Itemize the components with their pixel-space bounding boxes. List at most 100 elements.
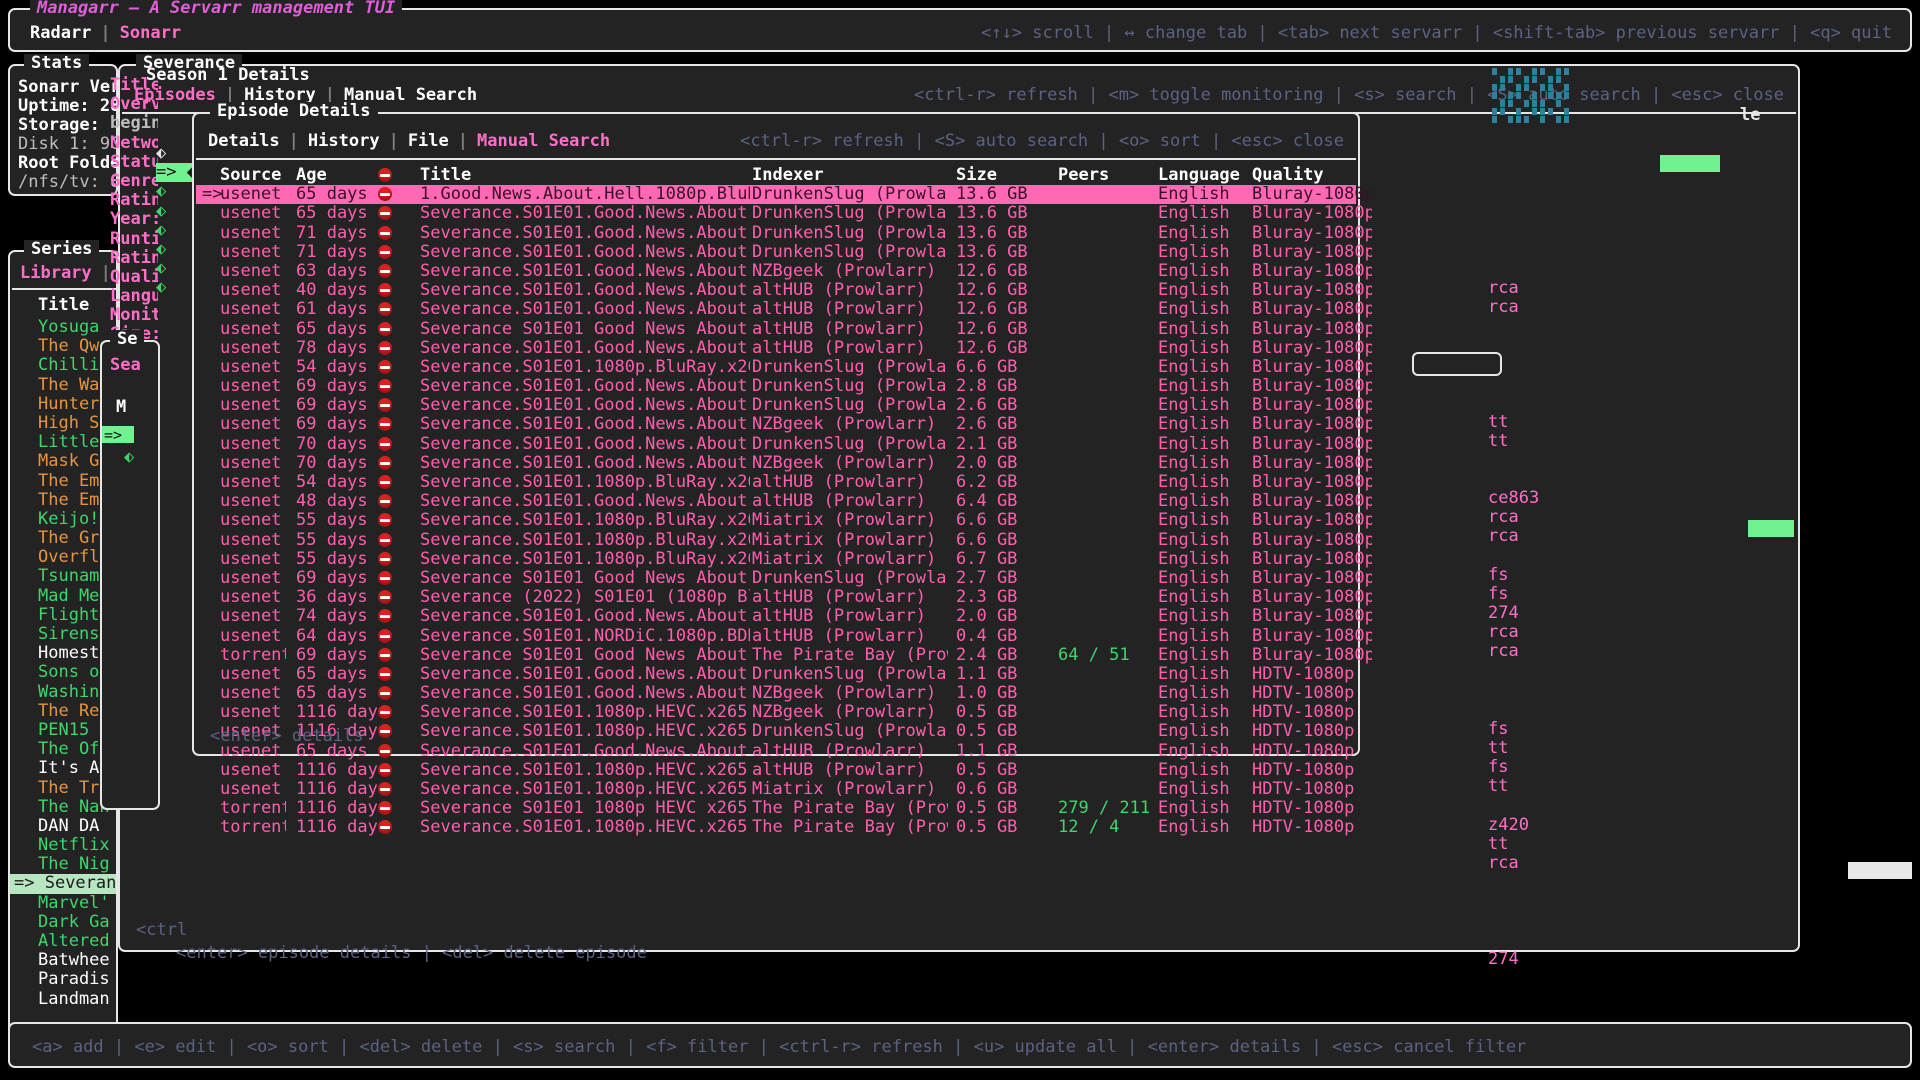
minipanel-tab-season[interactable]: Sea <box>110 355 141 375</box>
decorative-dot <box>1492 84 1497 91</box>
table-row[interactable]: torrent 1116 days Severance S01E01 1080p H… <box>196 799 1356 818</box>
table-row[interactable]: usenet 65 days Severance.S01E01.Good.News.… <box>196 684 1356 703</box>
episode-monitor-row[interactable]: => ⬖ <box>156 163 202 183</box>
series-list-item[interactable]: Netflix <box>10 836 116 855</box>
episode-monitor-row[interactable]: ⬖ <box>156 239 202 259</box>
series-list-item[interactable]: Overflo <box>10 548 116 567</box>
series-list-item[interactable]: Chillin <box>10 356 116 375</box>
episode-monitor-row[interactable]: ⬖ <box>156 220 202 240</box>
series-list-item[interactable]: High Sc <box>10 414 116 433</box>
series-list-item[interactable]: Landman <box>10 990 116 1009</box>
series-list-item[interactable]: Paradis <box>10 970 116 989</box>
reject-icon-glyph <box>378 168 392 182</box>
series-list[interactable]: Yosuga The Qwa Chillin The Way Hunter High Sc… <box>10 318 116 1009</box>
table-row[interactable]: usenet 55 days Severance.S01E01.1080p.BluR… <box>196 531 1372 550</box>
cell-title: Severance S01E01 Good News About Hell 10… <box>420 319 750 339</box>
table-row[interactable]: usenet 64 days Severance.S01E01.NORDiC.108… <box>196 627 1372 646</box>
table-row[interactable]: usenet 1116 days Severance.S01E01.1080p.HE… <box>196 703 1356 722</box>
series-list-item[interactable]: Keijo!! <box>10 510 116 529</box>
series-list-item[interactable]: The Gri <box>10 529 116 548</box>
table-row[interactable]: torrent 69 days Severance S01E01 Good News… <box>196 646 1372 665</box>
tab-radarr[interactable]: Radarr <box>30 23 92 43</box>
tab-library[interactable]: Library <box>20 263 92 283</box>
series-list-item[interactable]: The Qwa <box>10 337 116 356</box>
table-row[interactable]: usenet 70 days Severance.S01E01.Good.News.… <box>196 454 1372 473</box>
tab-episodes[interactable]: Episodes <box>134 85 216 105</box>
series-list-item[interactable]: Tsunami <box>10 567 116 586</box>
table-row[interactable]: usenet 65 days Severance.S01E01.Good.News.… <box>196 665 1356 684</box>
episode-monitor-row[interactable]: ⬖ <box>156 201 202 221</box>
series-list-item[interactable]: Flight <box>10 606 116 625</box>
table-row[interactable]: usenet 61 days Severance.S01E01.Good.News.… <box>196 300 1372 319</box>
table-row[interactable]: torrent 1116 days Severance.S01E01.1080p.H… <box>196 818 1356 837</box>
series-list-item[interactable]: PEN15 <box>10 721 116 740</box>
series-list-item[interactable]: The Emp <box>10 472 116 491</box>
episode-monitor-row[interactable]: ⬖ <box>156 259 202 278</box>
table-row[interactable]: usenet 65 days Severance.S01E01.Good.News.… <box>196 742 1356 761</box>
series-list-item[interactable]: The Rev <box>10 702 116 721</box>
series-list-item[interactable]: The Tra <box>10 779 116 798</box>
cell-indexer: altHUB (Prowlarr) <box>752 319 926 339</box>
tab-file[interactable]: File <box>407 131 449 151</box>
table-row[interactable]: usenet 69 days Severance S01E01 Good News … <box>196 569 1372 588</box>
series-list-item[interactable]: Mask Gi <box>10 452 116 471</box>
series-list-item[interactable]: The Way <box>10 376 116 395</box>
release-results-table[interactable]: Source Age Title Indexer Size Peers Language Qu… <box>196 166 1372 838</box>
tab-manual-search[interactable]: Manual Search <box>344 85 478 105</box>
series-list-item[interactable]: => Severan <box>10 874 116 894</box>
tab-ep-manual-search[interactable]: Manual Search <box>477 131 611 151</box>
table-row[interactable]: usenet 71 days Severance.S01E01.Good.News.… <box>196 224 1372 243</box>
table-row[interactable]: usenet 69 days Severance.S01E01.Good.News.… <box>196 377 1372 396</box>
table-row[interactable]: usenet 71 days Severance.S01E01.Good.News.… <box>196 243 1372 262</box>
minipanel-selected-row[interactable]: => <box>102 426 134 444</box>
series-list-item[interactable]: Hunter <box>10 395 116 414</box>
table-row[interactable]: usenet 1116 days Severance.S01E01.1080p.HE… <box>196 722 1356 741</box>
series-list-item[interactable]: Sirens <box>10 625 116 644</box>
table-row[interactable]: usenet 55 days Severance.S01E01.1080p.BluR… <box>196 511 1372 530</box>
series-list-item[interactable]: DAN DA <box>10 817 116 836</box>
series-list-item[interactable]: Batwhee <box>10 951 116 970</box>
series-list-item-label: Severan <box>44 874 116 894</box>
series-list-item[interactable]: The Nig <box>10 855 116 874</box>
table-row[interactable]: usenet 54 days Severance.S01E01.1080p.BluR… <box>196 473 1372 492</box>
table-row[interactable]: usenet 65 days Severance.S01E01.Good.News.… <box>196 204 1372 223</box>
series-list-item[interactable]: The Nan <box>10 798 116 817</box>
table-row[interactable]: usenet 1116 days Severance.S01E01.1080p.HE… <box>196 780 1356 799</box>
series-list-item[interactable]: Dark Ga <box>10 913 116 932</box>
table-row[interactable]: => usenet 65 days 1.Good.News.About.Hell.10… <box>196 185 1372 205</box>
series-list-item[interactable]: Little <box>10 433 116 452</box>
table-row[interactable]: usenet 70 days Severance.S01E01.Good.News.… <box>196 435 1372 454</box>
tab-ep-history[interactable]: History <box>307 131 380 151</box>
table-row[interactable]: usenet 40 days Severance.S01E01.Good.News.… <box>196 281 1372 300</box>
series-list-item[interactable]: It's Al <box>10 759 116 778</box>
series-list-item[interactable]: Mad Men <box>10 587 116 606</box>
episode-monitor-row[interactable]: ⬖ <box>156 278 202 297</box>
series-list-item[interactable]: Yosuga <box>10 318 116 337</box>
table-row[interactable]: usenet 54 days Severance.S01E01.1080p.BluR… <box>196 358 1372 377</box>
table-row[interactable]: usenet 69 days Severance.S01E01.Good.News.… <box>196 415 1372 434</box>
episode-monitor-row[interactable]: ⬖ <box>156 143 202 163</box>
series-list-item[interactable]: Homeste <box>10 644 116 663</box>
table-row[interactable]: usenet 36 days Severance (2022) S01E01 (10… <box>196 588 1372 607</box>
series-list-item[interactable]: Washing <box>10 683 116 702</box>
table-row[interactable]: usenet 55 days Severance.S01E01.1080p.BluR… <box>196 550 1372 569</box>
table-row[interactable]: usenet 63 days Severance.S01E01.Good.News.… <box>196 262 1372 281</box>
episode-monitor-row[interactable]: ⬖ <box>156 182 202 201</box>
table-row[interactable]: usenet 74 days Severance.S01E01.Good.News.… <box>196 607 1372 626</box>
series-list-item[interactable]: The Emp <box>10 491 116 510</box>
tab-history[interactable]: History <box>244 85 316 105</box>
series-list-item[interactable]: Marvel' <box>10 894 116 913</box>
series-list-item[interactable]: The Off <box>10 740 116 759</box>
decorative-dot <box>1500 76 1505 83</box>
table-row[interactable]: usenet 78 days Severance.S01E01.Good.News.… <box>196 339 1372 358</box>
table-row[interactable]: usenet 69 days Severance.S01E01.Good.News.… <box>196 396 1372 415</box>
table-row[interactable]: usenet 48 days Severance.S01E01.Good.News.… <box>196 492 1372 511</box>
cell-source: usenet <box>220 319 282 339</box>
series-list-item[interactable]: Altered <box>10 932 116 951</box>
table-row[interactable]: usenet 1116 days Severance.S01E01.1080p.HE… <box>196 761 1356 780</box>
series-list-item[interactable]: Sons of <box>10 663 116 682</box>
tab-sonarr[interactable]: Sonarr <box>119 23 182 43</box>
decorative-dot <box>1500 108 1505 115</box>
table-row[interactable]: usenet 65 days Severance S01E01 Good News … <box>196 319 1372 339</box>
tab-details[interactable]: Details <box>208 131 280 151</box>
